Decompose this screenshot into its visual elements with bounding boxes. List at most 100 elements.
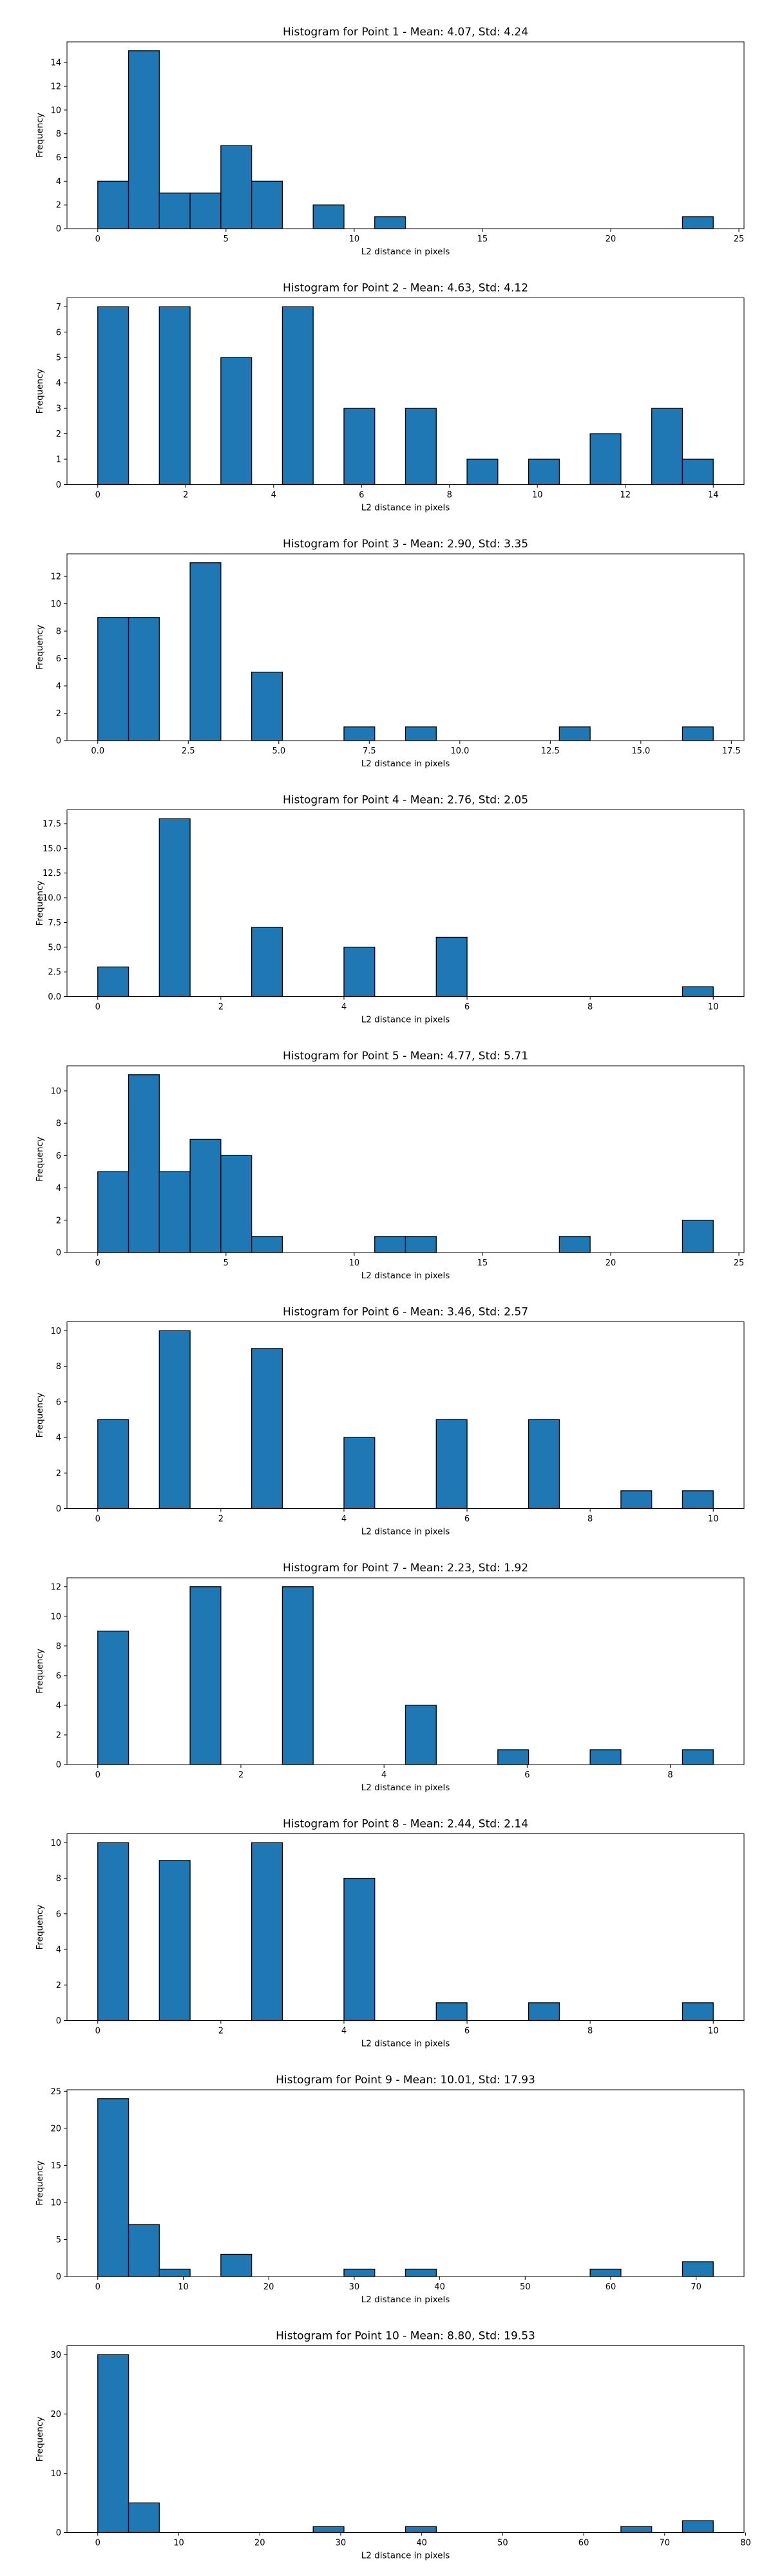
x-tick-label: 8 — [667, 1770, 673, 1780]
histogram-bar — [374, 1236, 406, 1253]
y-tick-label: 0 — [56, 2016, 61, 2026]
histogram-bar — [282, 306, 314, 486]
histogram-4: Histogram for Point 4 - Mean: 2.76, Std:… — [35, 794, 745, 1025]
histogram-bar — [497, 1749, 530, 1765]
x-tick-label: 10 — [708, 2027, 719, 2036]
y-tick-label: 8 — [56, 627, 61, 637]
chart-title: Histogram for Point 3 - Mean: 2.90, Std:… — [283, 538, 528, 551]
x-tick-label: 17.5 — [722, 746, 741, 756]
histogram-7: Histogram for Point 7 - Mean: 2.23, Std:… — [35, 1562, 745, 1793]
y-tick-label: 2 — [56, 709, 61, 719]
x-tick-label: 20 — [606, 1258, 616, 1268]
x-axis-label: L2 distance in pixels — [361, 2039, 450, 2049]
y-tick-label: 2 — [56, 1216, 61, 1226]
histogram-bar — [97, 306, 129, 486]
histogram-bar — [128, 50, 160, 229]
histogram-2: Histogram for Point 2 - Mean: 4.63, Std:… — [35, 282, 745, 513]
x-tick-label: 10 — [349, 1258, 360, 1268]
x-tick-label: 14 — [708, 491, 719, 500]
x-tick-label: 8 — [587, 2027, 593, 2036]
histogram-bar — [97, 1631, 129, 1765]
histogram-bar — [158, 306, 191, 486]
histogram-bar — [682, 2261, 714, 2277]
histogram-bar — [128, 617, 160, 741]
x-tick-label: 0.0 — [91, 746, 104, 756]
x-tick-label: 15 — [477, 234, 488, 244]
x-tick-label: 2 — [218, 1003, 224, 1012]
y-tick-label: 15.0 — [43, 844, 61, 854]
x-tick-label: 8 — [587, 1515, 593, 1524]
histogram-bar — [620, 1490, 653, 1510]
x-tick-label: 4 — [341, 2027, 347, 2036]
y-tick-label: 8 — [56, 129, 61, 139]
y-tick-label: 10.0 — [43, 894, 61, 904]
x-tick-label: 25 — [734, 1258, 745, 1268]
x-tick-label: 0 — [95, 234, 100, 244]
y-tick-label: 5 — [56, 354, 61, 363]
histogram-bar — [97, 966, 129, 998]
histogram-bar — [312, 204, 345, 229]
chart-title: Histogram for Point 7 - Mean: 2.23, Std:… — [283, 1562, 528, 1575]
y-tick-label: 10 — [50, 1839, 61, 1848]
x-tick-label: 80 — [740, 2539, 751, 2548]
histogram-bar — [189, 1586, 222, 1765]
histogram-6: Histogram for Point 6 - Mean: 3.46, Std:… — [35, 1306, 745, 1537]
y-tick-label: 8 — [56, 1119, 61, 1129]
histogram-bar — [220, 2253, 253, 2277]
y-tick-label: 0 — [56, 2273, 61, 2282]
x-tick-label: 10 — [349, 234, 360, 244]
histogram-bar — [682, 986, 714, 998]
y-axis-label: Frequency — [35, 881, 45, 926]
y-tick-label: 7.5 — [48, 918, 61, 928]
x-tick-label: 0 — [95, 1515, 100, 1524]
x-tick-label: 2 — [183, 491, 188, 500]
y-tick-label: 0 — [56, 2528, 61, 2538]
histogram-9: Histogram for Point 9 - Mean: 10.01, Std… — [35, 2074, 745, 2305]
y-tick-label: 4 — [56, 1184, 61, 1193]
histogram-bar — [158, 1860, 191, 2022]
histogram-bar — [682, 1749, 714, 1765]
x-tick-label: 6 — [464, 1003, 470, 1012]
chart-title: Histogram for Point 9 - Mean: 10.01, Std… — [276, 2074, 535, 2087]
histogram-bar — [435, 936, 468, 998]
histogram-bar — [343, 726, 376, 741]
histogram-bar — [97, 1842, 129, 2022]
histogram-bar — [251, 1842, 283, 2022]
histogram-10: Histogram for Point 10 - Mean: 8.80, Std… — [35, 2330, 751, 2561]
x-tick-label: 15 — [477, 1258, 488, 1268]
histogram-3: Histogram for Point 3 - Mean: 2.90, Std:… — [35, 538, 745, 769]
x-tick-label: 6 — [464, 2027, 470, 2036]
x-axis-label: L2 distance in pixels — [361, 2551, 450, 2561]
histogram-bar — [97, 1419, 129, 1510]
x-tick-label: 0 — [95, 2539, 100, 2548]
x-tick-label: 4 — [381, 1770, 386, 1780]
x-tick-label: 60 — [606, 2282, 616, 2292]
x-tick-label: 0 — [95, 1003, 100, 1012]
x-tick-label: 10.0 — [450, 746, 469, 756]
axes-frame — [66, 553, 745, 741]
y-tick-label: 0 — [56, 1249, 61, 1258]
y-tick-label: 0 — [56, 1761, 61, 1770]
y-tick-label: 6 — [56, 153, 61, 163]
histogram-bar — [128, 2502, 160, 2533]
axes-frame — [66, 810, 745, 997]
y-axis-label: Frequency — [35, 1393, 45, 1438]
x-tick-label: 6 — [359, 491, 364, 500]
histogram-bar — [251, 1348, 283, 1510]
x-tick-label: 20 — [254, 2539, 265, 2548]
y-tick-label: 5 — [56, 2235, 61, 2245]
x-tick-label: 8 — [587, 1003, 593, 1012]
y-tick-label: 2 — [56, 201, 61, 211]
histogram-1: Histogram for Point 1 - Mean: 4.07, Std:… — [35, 26, 745, 257]
y-axis-label: Frequency — [35, 2161, 45, 2206]
histogram-bar — [682, 216, 714, 229]
x-tick-label: 0 — [95, 1770, 100, 1780]
histogram-bar — [158, 1330, 191, 1510]
y-tick-label: 12 — [50, 82, 61, 92]
y-axis-label: Frequency — [35, 369, 45, 414]
y-axis-label: Frequency — [35, 625, 45, 670]
y-tick-label: 12.5 — [43, 869, 61, 878]
y-tick-label: 10 — [50, 2198, 61, 2208]
histogram-bar — [343, 947, 376, 998]
